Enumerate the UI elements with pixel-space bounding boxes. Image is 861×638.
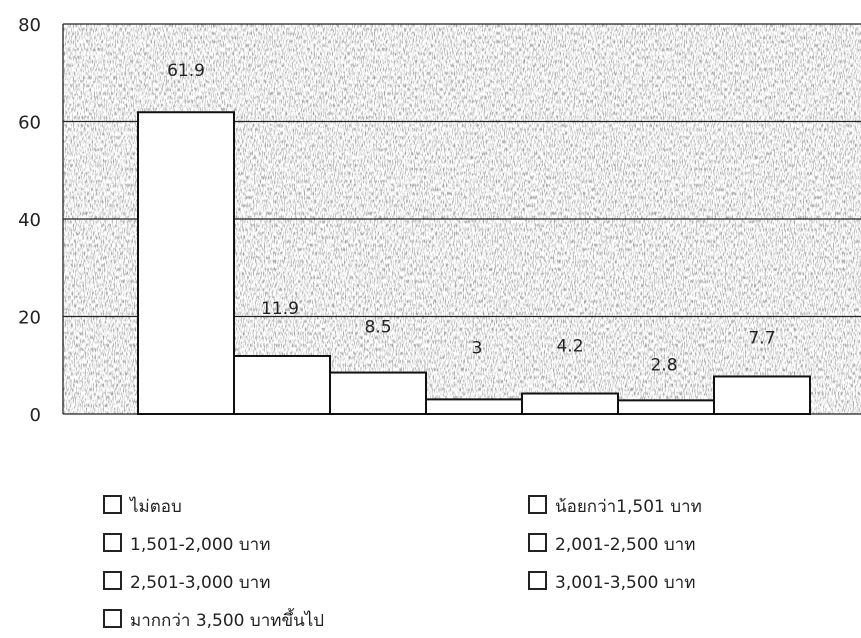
y-tick-label: 20 — [18, 308, 41, 329]
bar — [713, 375, 811, 415]
data-label: 2.8 — [650, 355, 677, 375]
y-tick-label: 60 — [18, 113, 41, 134]
legend-item-2001-2500: 2,001-2,500 บาท — [528, 533, 695, 555]
bar — [521, 392, 619, 415]
legend-item-3001-3500: 3,001-3,500 บาท — [528, 571, 695, 593]
bar-chart: 0 20 40 60 80 61.9 11.9 8.5 3 4.2 2.8 7.7 — [18, 15, 861, 426]
y-tick-label: 40 — [18, 210, 41, 231]
bar — [329, 371, 427, 415]
legend-label: 2,001-2,500 บาท — [555, 535, 696, 555]
bar — [137, 111, 235, 416]
legend-item-2501-3000: 2,501-3,000 บาท — [103, 571, 270, 593]
legend-label: 2,501-3,000 บาท — [130, 573, 271, 593]
data-label: 4.2 — [556, 337, 583, 357]
data-label: 3 — [472, 338, 483, 358]
legend-item-no-answer: ไม่ตอบ — [103, 495, 182, 517]
data-label: 7.7 — [748, 328, 775, 348]
legend-label: น้อยกว่า1,501 บาท — [555, 497, 702, 517]
data-label: 11.9 — [261, 299, 299, 319]
legend-swatch — [528, 533, 547, 552]
legend-swatch — [103, 609, 122, 628]
legend-swatch — [103, 495, 122, 514]
legend-label: 3,001-3,500 บาท — [555, 573, 696, 593]
legend-swatch — [528, 571, 547, 590]
legend-label: 1,501-2,000 บาท — [130, 535, 271, 555]
data-label: 8.5 — [364, 318, 391, 338]
legend-label: ไม่ตอบ — [130, 497, 182, 517]
legend-label: มากกว่า 3,500 บาทขึ้นไป — [130, 611, 325, 631]
legend-swatch — [103, 571, 122, 590]
legend-swatch — [528, 495, 547, 514]
legend-swatch — [103, 533, 122, 552]
data-label: 61.9 — [167, 61, 205, 81]
legend-item-1501-2000: 1,501-2,000 บาท — [103, 533, 270, 555]
legend-item-over-3500: มากกว่า 3,500 บาทขึ้นไป — [103, 609, 324, 631]
y-tick-label: 0 — [30, 405, 41, 426]
bar — [617, 399, 715, 416]
bar — [425, 398, 523, 415]
y-tick-label: 80 — [18, 15, 41, 36]
legend-item-under-1501: น้อยกว่า1,501 บาท — [528, 495, 702, 517]
bar — [233, 354, 331, 415]
